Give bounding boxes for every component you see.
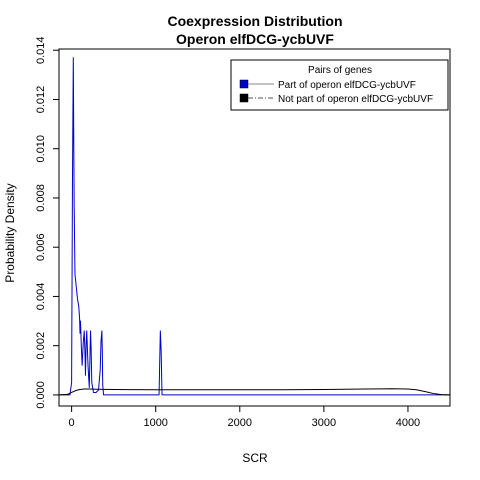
y-tick-label: 0.012 xyxy=(35,86,47,114)
series-layer xyxy=(59,57,450,396)
x-tick-label: 1000 xyxy=(143,417,167,429)
y-tick-label: 0.014 xyxy=(35,36,47,64)
y-tick-label: 0.002 xyxy=(35,332,47,360)
legend-swatch-part xyxy=(239,79,249,89)
legend-box xyxy=(230,59,449,111)
y-tick-label: 0.004 xyxy=(35,283,47,311)
y-tick-label: 0.006 xyxy=(35,233,47,261)
legend-label-not-part: Not part of operon elfDCG-ycbUVF xyxy=(278,94,433,105)
y-axis-label: Probability Density xyxy=(3,183,17,282)
x-tick-label: 2000 xyxy=(228,417,252,429)
y-axis: 0.000 0.002 0.004 0.006 0.008 0.010 0.012 0.014 xyxy=(35,36,59,409)
y-tick-label: 0.000 xyxy=(35,381,47,409)
series-line-not-part-of-operon xyxy=(59,388,450,396)
x-tick-label: 0 xyxy=(69,417,75,429)
legend-title: Pairs of genes xyxy=(308,65,372,76)
series-line-part-of-operon xyxy=(59,57,450,396)
y-tick-label: 0.010 xyxy=(35,135,47,163)
x-axis: 0 1000 2000 3000 4000 xyxy=(69,406,420,429)
chart-title: Coexpression Distribution xyxy=(167,13,342,29)
x-tick-label: 3000 xyxy=(312,417,336,429)
x-tick-label: 4000 xyxy=(396,417,420,429)
legend-label-part: Part of operon elfDCG-ycbUVF xyxy=(278,80,416,91)
x-axis-label: SCR xyxy=(242,451,268,465)
plot-frame xyxy=(58,48,451,407)
chart-subtitle: Operon elfDCG-ycbUVF xyxy=(176,31,334,47)
y-tick-label: 0.008 xyxy=(35,184,47,212)
legend: Pairs of genes Part of operon elfDCG-ycb… xyxy=(230,59,449,111)
legend-swatch-not-part xyxy=(239,93,249,103)
